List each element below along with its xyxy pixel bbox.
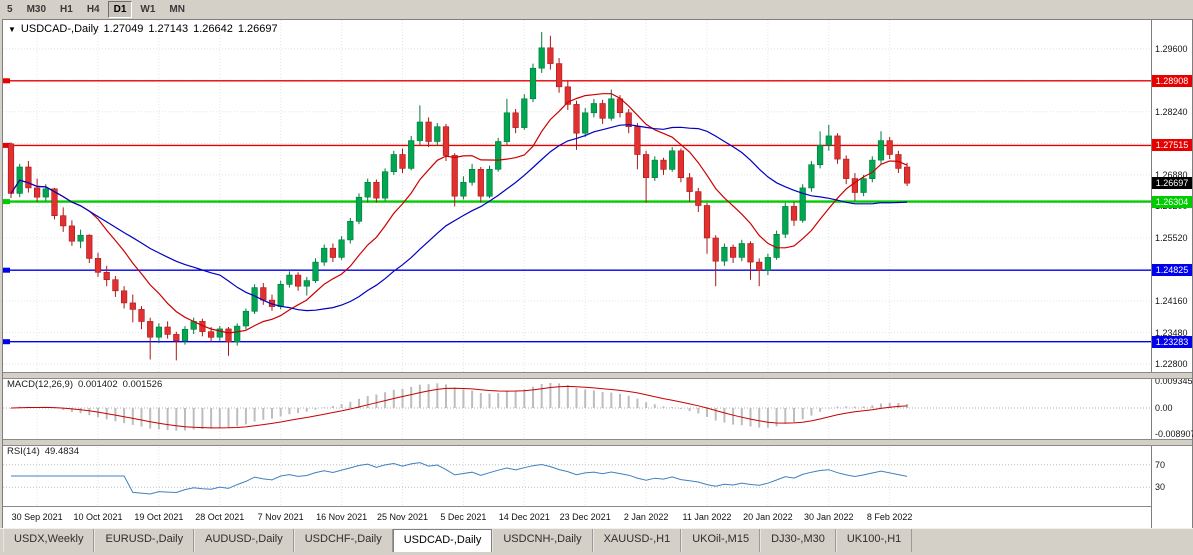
time-axis-label: 2 Jan 2022 [623,512,669,522]
macd-scale-label: -0.008907 [1155,428,1193,439]
slow-ma-line [10,124,908,312]
time-axis-label: 30 Jan 2022 [804,512,854,522]
time-axis-label: 14 Dec 2021 [498,512,550,522]
time-axis-label: 23 Dec 2021 [559,512,611,522]
current-price-label: 1.26697 [1152,177,1192,190]
low-value: 1.26642 [193,23,233,35]
time-axis-label: 30 Sep 2021 [11,512,63,522]
hline-price-label[interactable]: 1.23283 [1152,335,1192,348]
rsi-panel[interactable]: RSI(14) 49.4834 [3,444,1151,506]
time-axis[interactable]: 30 Sep 2021 10 Oct 2021 19 Oct 2021 28 Oct … [3,506,1151,528]
macd-scale-label: 0.009345 [1155,376,1193,387]
macd-name: MACD(12,26,9) [7,379,73,390]
panel-divider[interactable] [3,439,1192,446]
time-axis-label: 20 Jan 2022 [743,512,793,522]
time-axis-label: 25 Nov 2021 [376,512,429,522]
timeframe-button-5[interactable]: 5 [7,4,13,15]
chart-tab-ukoil-m15[interactable]: UKOil-,M15 [681,529,761,552]
macd-svg[interactable] [3,377,1151,439]
timeframe-button-w1[interactable]: W1 [140,4,156,15]
panel-divider[interactable] [3,372,1192,379]
price-scale-label: 1.22800 [1155,359,1188,370]
price-scale-label: 1.25520 [1155,232,1188,243]
timeframe-button-d1[interactable]: D1 [107,1,133,18]
timeframe-toolbar: 5 M30 H1 H4 D1 W1 MN [0,0,1193,19]
open-value: 1.27049 [103,23,144,35]
timeframe-button-h1[interactable]: H1 [60,4,73,15]
macd-value-main: 0.001402 [78,379,118,390]
rsi-grid-layer [3,444,1151,506]
macd-signal-line [10,385,908,429]
timeframe-button-m30[interactable]: M30 [26,4,47,15]
timeframe-button-h4[interactable]: H4 [86,4,100,15]
rsi-line [11,462,908,495]
price-scale-label: 1.24160 [1155,296,1188,307]
chart-window: ▼ USDCAD-,Daily 1.27049 1.27143 1.26642 1.266… [2,19,1193,529]
price-chart-canvas[interactable] [3,20,1151,372]
price-scale-label: 1.26880 [1155,169,1188,180]
time-axis-label: 8 Feb 2022 [866,512,913,522]
chart-ohlc-header: ▼ USDCAD-,Daily 1.27049 1.27143 1.26642 1.266… [8,23,283,35]
chart-tabs-bar: USDX,Weekly EURUSD-,Daily AUDUSD-,Daily USD… [0,528,1193,552]
rsi-label: RSI(14) 49.4834 [7,446,84,457]
fast-ma-line [10,93,908,334]
price-panel[interactable]: ▼ USDCAD-,Daily 1.27049 1.27143 1.26642 1.266… [3,20,1151,372]
candles-layer [7,32,911,361]
symbol-dropdown-icon[interactable]: ▼ [8,25,16,34]
time-axis-label: 11 Jan 2022 [682,512,732,522]
time-axis-label: 28 Oct 2021 [195,512,245,522]
price-chart-svg[interactable] [3,20,1151,372]
chart-tab-uk100-h1[interactable]: UK100-,H1 [835,529,913,552]
high-value: 1.27143 [148,23,189,35]
rsi-name: RSI(14) [7,446,40,457]
macd-canvas[interactable] [3,377,1151,439]
chart-tab-usdcnh-daily[interactable]: USDCNH-,Daily [492,529,593,552]
macd-histogram [10,382,909,431]
price-scale-label: 1.29600 [1155,43,1188,54]
rsi-scale-label: 70 [1155,459,1166,470]
hline-price-label[interactable]: 1.26304 [1152,195,1192,208]
close-value: 1.26697 [237,23,278,35]
time-axis-label: 19 Oct 2021 [134,512,184,522]
price-scale-label: 1.28240 [1155,106,1188,117]
chart-tab-usdx-weekly[interactable]: USDX,Weekly [3,529,95,552]
moving-averages-layer [10,93,908,334]
time-axis-label: 5 Dec 2021 [440,512,487,522]
rsi-scale-label: 30 [1155,482,1166,493]
rsi-svg[interactable] [3,444,1151,506]
rsi-value: 49.4834 [44,446,80,457]
chart-tab-usdcad-daily[interactable]: USDCAD-,Daily [392,529,493,552]
time-axis-label: 7 Nov 2021 [257,512,304,522]
price-scale-label: 1.23480 [1155,327,1188,338]
hline-price-label[interactable]: 1.28908 [1152,74,1192,87]
macd-scale-label: 0.00 [1155,403,1173,413]
time-axis-label: 16 Nov 2021 [316,512,368,522]
chart-tab-xauusd-h1[interactable]: XAUUSD-,H1 [592,529,682,552]
timeframe-button-mn[interactable]: MN [169,4,185,15]
macd-label: MACD(12,26,9) 0.001402 0.001526 [7,379,167,390]
grid-layer [3,20,1151,372]
chart-tab-eurusd-daily[interactable]: EURUSD-,Daily [94,529,195,552]
hline-price-label[interactable]: 1.27515 [1152,139,1192,152]
macd-panel[interactable]: MACD(12,26,9) 0.001402 0.001526 [3,377,1151,439]
hline-price-label[interactable]: 1.24825 [1152,264,1192,277]
chart-symbol-label: USDCAD-,Daily [20,23,99,35]
chart-tab-usdchf-daily[interactable]: USDCHF-,Daily [293,529,393,552]
time-axis-label: 10 Oct 2021 [73,512,123,522]
chart-tab-dj30-m30[interactable]: DJ30-,M30 [760,529,836,552]
price-scale[interactable]: 1.296001.289201.282401.275601.268801.262… [1151,20,1193,528]
chart-tab-audusd-daily[interactable]: AUDUSD-,Daily [194,529,294,552]
macd-value-signal: 0.001526 [122,379,163,390]
rsi-canvas[interactable] [3,444,1151,506]
